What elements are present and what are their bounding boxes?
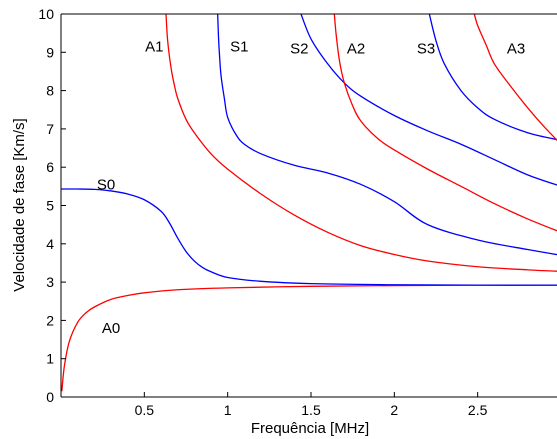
x-tick-label: 2 — [390, 402, 398, 418]
curves-group — [61, 14, 557, 392]
y-tick-label: 10 — [38, 6, 54, 22]
y-tick-label: 2 — [46, 312, 54, 328]
series-label-s0: S0 — [97, 176, 115, 193]
y-tick-label: 0 — [46, 389, 54, 405]
series-line-s0 — [61, 188, 557, 286]
series-line-s2 — [300, 14, 557, 186]
y-tick-label: 1 — [46, 351, 54, 367]
x-tick-label: 2.5 — [468, 402, 488, 418]
y-tick-label: 4 — [46, 236, 54, 252]
series-line-s3 — [428, 14, 557, 141]
y-tick-label: 6 — [46, 159, 54, 175]
y-tick-label: 3 — [46, 274, 54, 290]
series-line-a0 — [61, 284, 557, 392]
x-tick-label: 0.5 — [135, 402, 155, 418]
series-line-a2 — [333, 14, 557, 232]
series-line-a3 — [473, 14, 557, 142]
axes-group — [60, 13, 557, 398]
y-tick-label: 7 — [46, 121, 54, 137]
y-tick-label: 5 — [46, 198, 54, 214]
y-tick-label: 9 — [46, 44, 54, 60]
series-label-s2: S2 — [290, 40, 308, 57]
x-tick-label: 1.5 — [301, 402, 321, 418]
curve-labels-group: A0 S0 A1 S1 S2 A2 S3 A3 — [97, 39, 525, 338]
x-axis-label: Frequência [MHz] — [251, 420, 369, 437]
series-label-s1: S1 — [230, 39, 248, 56]
series-line-a1 — [165, 14, 557, 272]
y-axis-label: Velocidade de fase [Km/s] — [11, 118, 28, 291]
x-tick-label: 1 — [224, 402, 232, 418]
series-label-a1: A1 — [145, 39, 163, 56]
series-label-a2: A2 — [347, 40, 365, 57]
series-label-a0: A0 — [102, 320, 120, 337]
series-line-s1 — [217, 14, 557, 256]
series-label-s3: S3 — [417, 40, 435, 57]
series-label-a3: A3 — [507, 40, 525, 57]
y-tick-label: 8 — [46, 83, 54, 99]
